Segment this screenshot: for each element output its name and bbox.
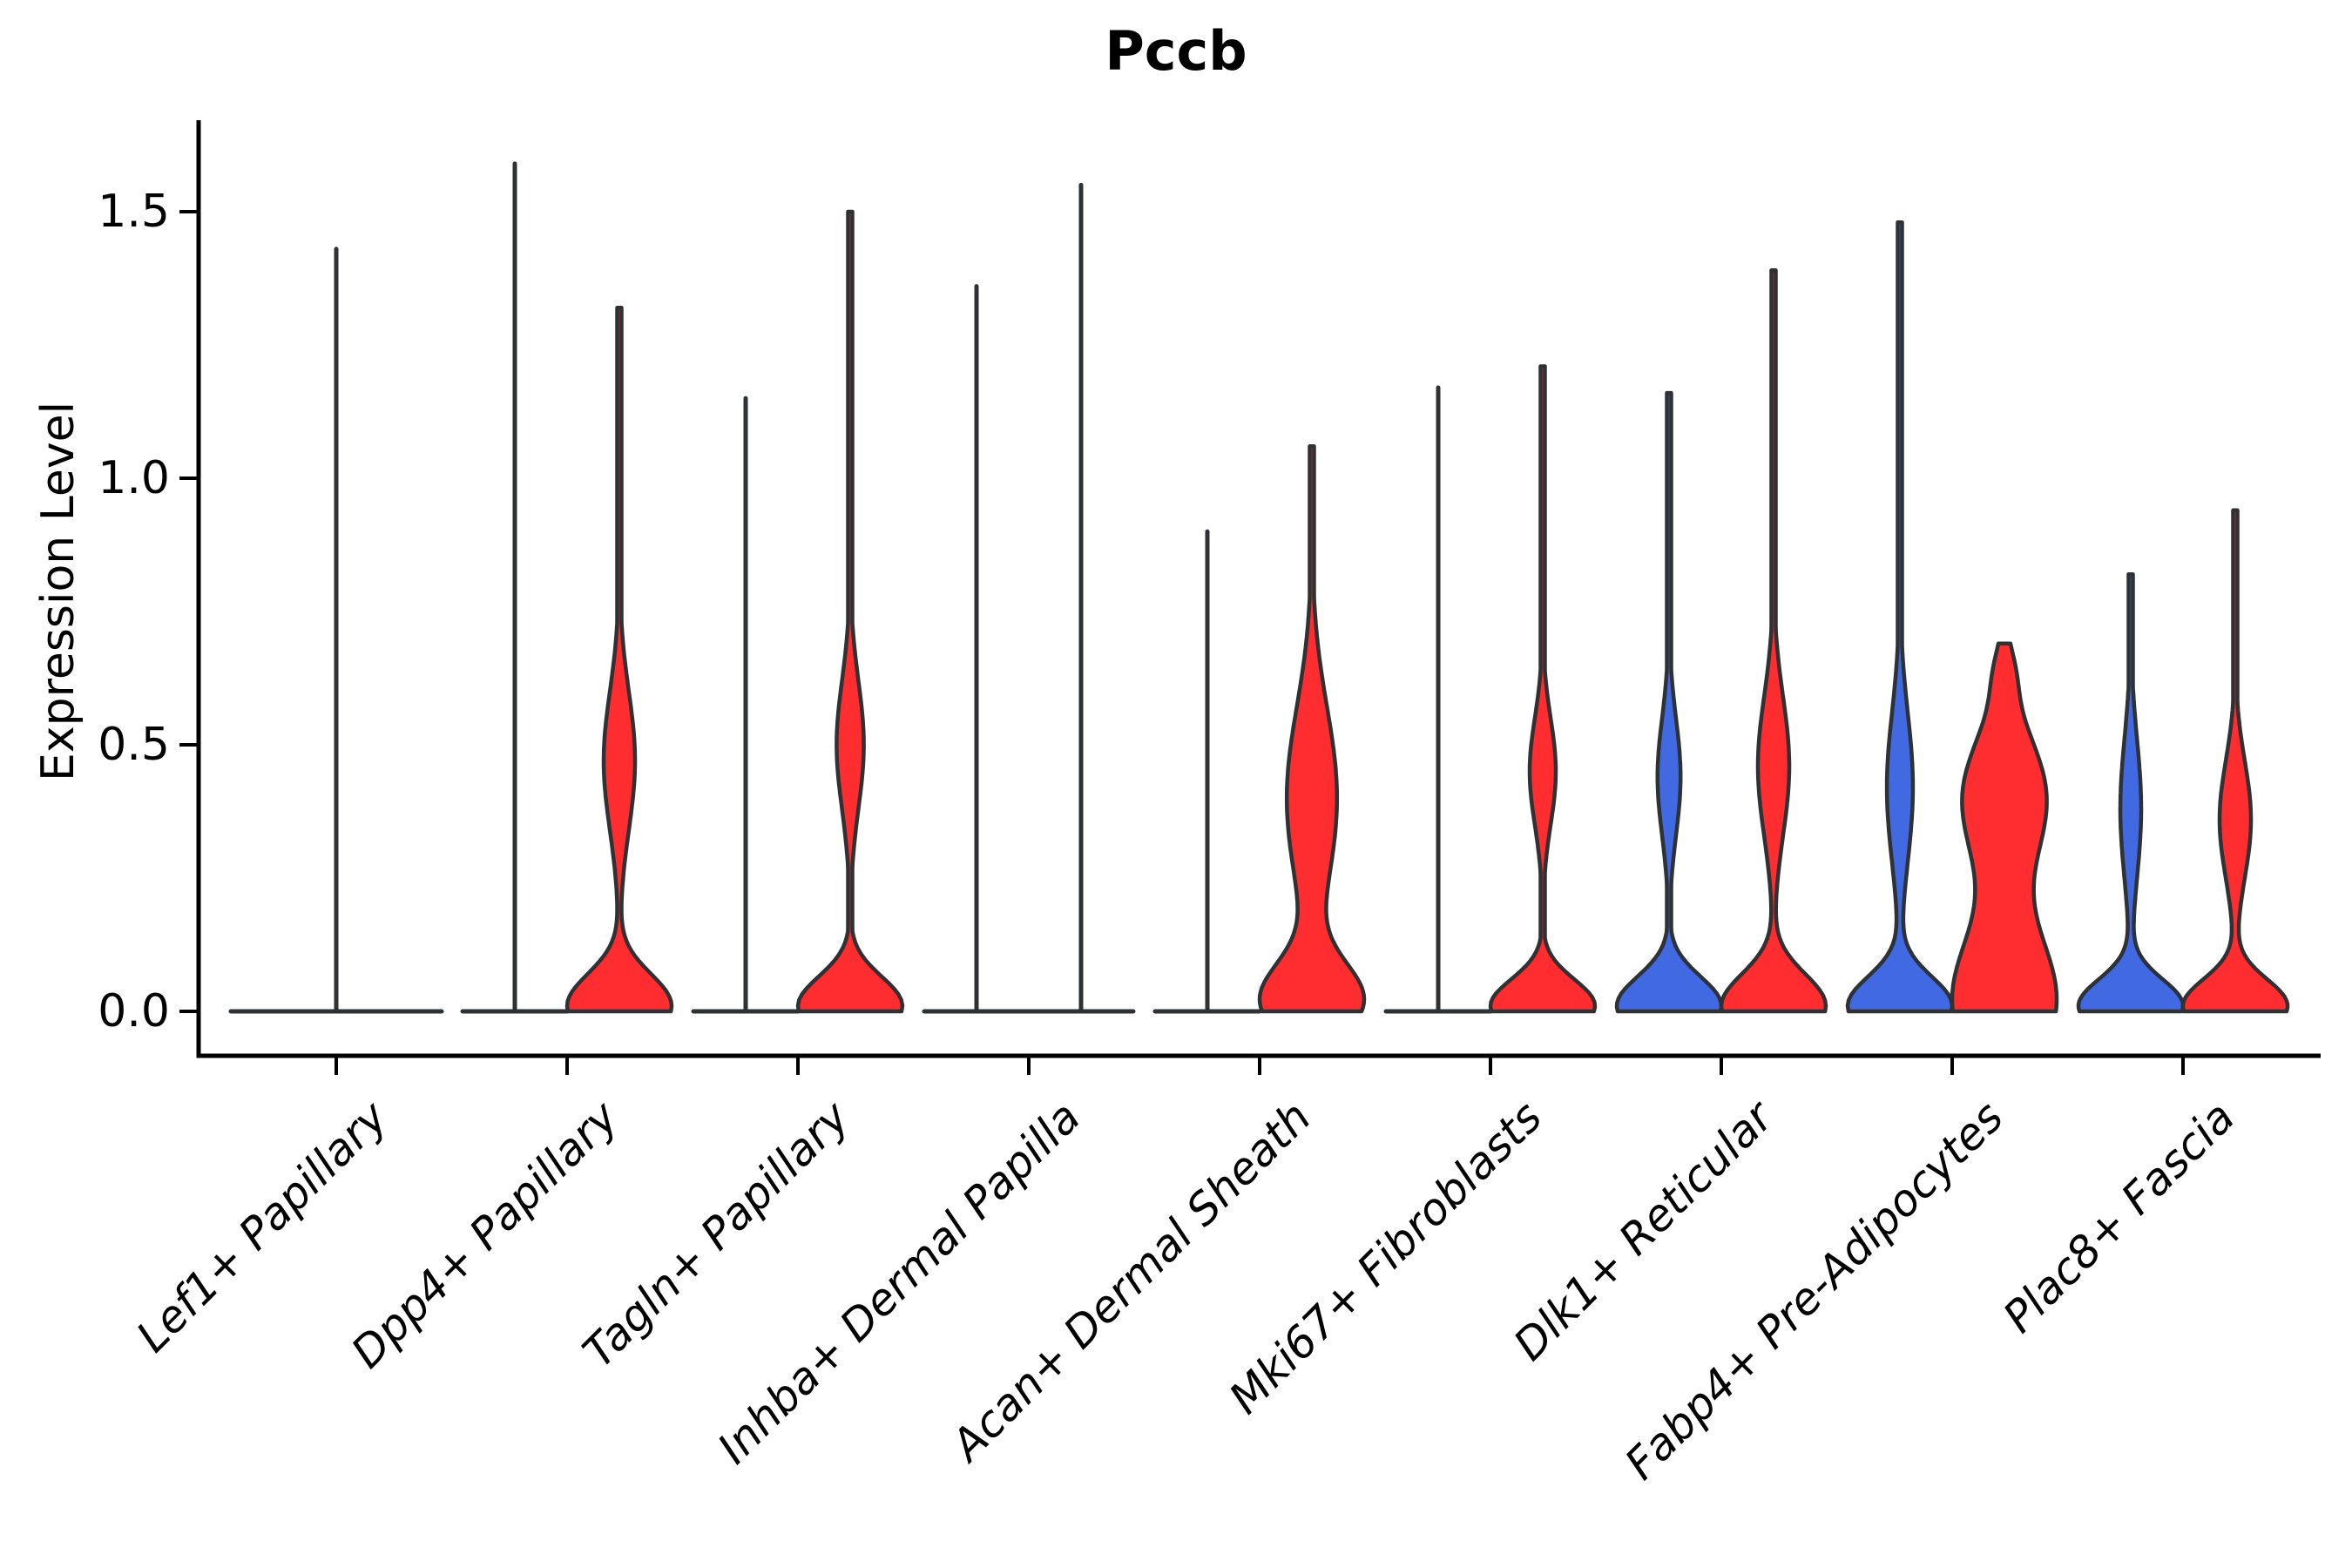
violin-red xyxy=(1950,641,2059,1014)
y-tick-label: 1.0 xyxy=(98,452,170,504)
violin-red xyxy=(2180,508,2290,1014)
axes-layer xyxy=(179,120,2321,1075)
violin-red xyxy=(1719,268,1828,1014)
y-tick-label: 0.0 xyxy=(98,985,170,1037)
violin-blue xyxy=(1845,220,1955,1014)
violin-red xyxy=(795,209,905,1014)
y-tick-label: 1.5 xyxy=(98,186,170,238)
y-tick-label: 0.5 xyxy=(98,719,170,771)
chart-title: Pccb xyxy=(1105,19,1247,83)
y-axis-label: Expression Level xyxy=(32,401,84,782)
violin-red xyxy=(1257,444,1367,1014)
violin-red xyxy=(1488,364,1598,1014)
violin-blue xyxy=(2076,571,2186,1014)
violin-red xyxy=(564,305,674,1014)
violin-blue xyxy=(1614,390,1724,1014)
violin-layer xyxy=(228,161,2290,1014)
